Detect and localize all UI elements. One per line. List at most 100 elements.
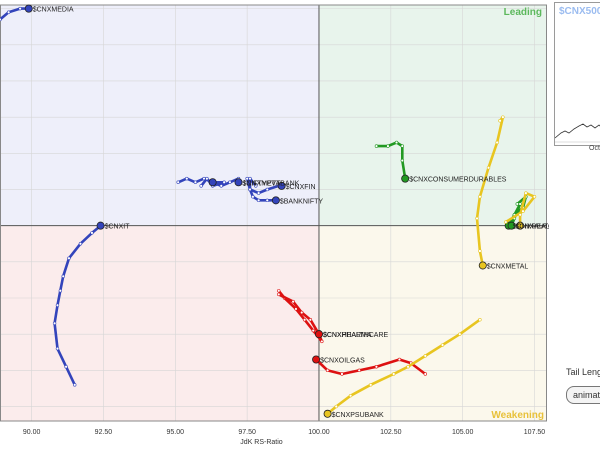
benchmark-mini-chart: $CNX500: [554, 2, 600, 146]
series-point: [325, 368, 330, 373]
series-point: [400, 158, 405, 163]
x-tick-label: 90.00: [23, 429, 41, 436]
animate-button[interactable]: animate: [566, 386, 600, 404]
series-point: [458, 332, 462, 336]
series-head-point: [323, 409, 332, 418]
series-point: [386, 144, 390, 148]
series-cnxenergy: [504, 191, 537, 230]
series-cnxmedia: [0, 4, 33, 22]
series-head-point: [208, 178, 217, 187]
series-point: [406, 365, 410, 369]
series-point: [6, 10, 11, 14]
series-point: [61, 274, 65, 279]
series-point: [486, 166, 491, 170]
series-head-point: [312, 355, 321, 364]
series-point: [391, 372, 396, 376]
series-point: [532, 195, 537, 199]
series-point: [524, 191, 528, 195]
series-point: [185, 176, 189, 181]
series-point: [228, 180, 232, 184]
x-tick-label: 95.00: [167, 429, 185, 436]
series-point: [73, 383, 77, 387]
series-point: [277, 292, 281, 297]
tail-length-label: Tail Length: [566, 367, 600, 377]
series-point: [248, 187, 252, 192]
series-point: [219, 184, 223, 188]
point-label: $NIFTYPVTBANK: [243, 180, 300, 187]
point-label: $CNXHEALTHCARE: [323, 332, 389, 339]
mini-chart-axis-label: Oct: [589, 145, 600, 152]
series-point: [55, 303, 60, 307]
quadrant-label-weakening: Weakening: [491, 410, 544, 421]
point-label: $CNXPSUBANK: [332, 412, 384, 419]
rrg-chart: Leading Weakening 90.00 92.50 95.00 97.50 100.…: [0, 4, 549, 446]
point-label: $CNXAUTO: [516, 224, 549, 231]
series-point: [52, 321, 57, 326]
series-head-point: [401, 174, 410, 183]
series-point: [501, 115, 505, 119]
series-point: [300, 310, 304, 315]
series-head-point: [507, 221, 516, 230]
x-tick-label: 97.50: [238, 429, 256, 436]
series-point: [518, 213, 522, 217]
series-point: [67, 256, 71, 260]
series-point: [199, 184, 203, 188]
series-point: [369, 383, 373, 387]
point-label: $CNXPHARMA: [323, 332, 372, 339]
series-point: [340, 372, 344, 376]
series-point: [423, 354, 428, 358]
series-head-point: [478, 261, 487, 270]
point-label: $CNXMEDIA: [33, 7, 74, 14]
x-axis-label: JdK RS-Ratio: [240, 439, 283, 446]
plot-frame: [0, 4, 547, 422]
quadrant-lagging: [0, 225, 319, 421]
series-point: [357, 368, 361, 373]
series-point: [90, 231, 94, 235]
x-tick-label: 107.50: [524, 429, 546, 436]
series-point: [265, 198, 269, 203]
series-point: [254, 184, 258, 188]
series-point: [0, 17, 2, 22]
series-point: [256, 191, 261, 195]
series-point: [291, 299, 295, 304]
point-label: $CNXCONSUMERDURABLES: [409, 177, 507, 184]
series-point: [256, 198, 261, 203]
point-label: $CNXREALTY: [513, 224, 549, 231]
series-point: [302, 318, 307, 322]
quadrant-weakening: [318, 225, 546, 421]
x-tick-label: 92.50: [95, 429, 113, 436]
series-point: [498, 119, 502, 123]
series-point: [394, 140, 399, 145]
series-point: [55, 346, 60, 351]
series-point: [397, 357, 402, 362]
series-point: [475, 216, 479, 221]
series-point: [245, 176, 249, 181]
series-point: [495, 140, 499, 145]
series-point: [334, 404, 338, 409]
series-point: [521, 209, 525, 213]
series-point: [478, 318, 482, 322]
point-label: $CNXOILGAS: [320, 358, 365, 365]
series-point: [176, 180, 180, 184]
series-cnxoilgas: [312, 355, 428, 376]
series-cnxconsumerdurables: [374, 140, 410, 183]
quadrant-label-leading: Leading: [504, 7, 542, 18]
series-point: [320, 339, 324, 344]
series-point: [504, 220, 508, 224]
series-point: [440, 343, 445, 347]
series-cnxfmcg: [475, 115, 505, 270]
series-head-point: [271, 196, 280, 205]
series-cnxpsubank: [323, 318, 482, 418]
series-cnxit: [52, 221, 105, 387]
series-head-point: [24, 4, 33, 13]
series-point: [400, 144, 405, 148]
series-point: [58, 289, 63, 293]
quadrant-leading: [318, 5, 546, 226]
series-tail: [326, 318, 482, 416]
series-tail: [375, 141, 407, 180]
x-tick-label: 105.00: [452, 429, 474, 436]
series-point: [478, 195, 482, 199]
series-cnxpharma: [277, 292, 323, 339]
series-point: [308, 318, 313, 322]
series-head-point: [234, 178, 243, 187]
